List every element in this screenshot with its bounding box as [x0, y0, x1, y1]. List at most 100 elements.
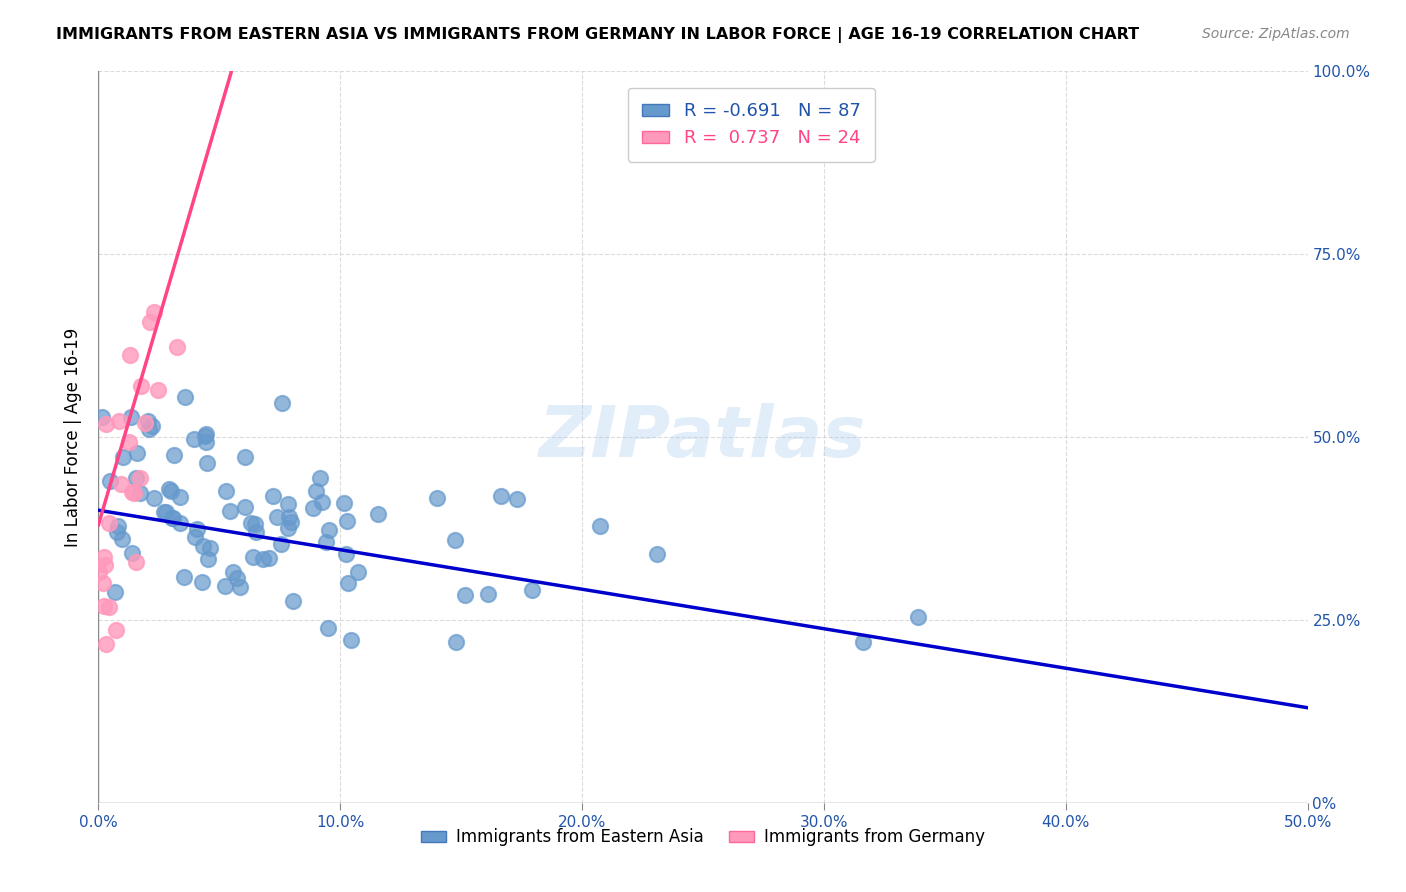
Point [305, 483, 328, 498]
Point [127, 446, 149, 460]
Point [222, 565, 245, 579]
Point [197, 456, 219, 470]
Point [315, 535, 337, 549]
Point [152, 506, 174, 520]
Point [87, 565, 110, 579]
Point [186, 522, 208, 536]
Point [91, 576, 114, 591]
Point [277, 497, 299, 511]
Point [142, 305, 165, 319]
Point [143, 491, 166, 505]
Point [191, 540, 214, 554]
Point [169, 516, 191, 530]
Point [520, 582, 543, 597]
Point [134, 417, 156, 431]
Point [128, 471, 150, 485]
Point [125, 471, 148, 485]
Point [308, 470, 330, 484]
Point [257, 550, 280, 565]
Point [97, 516, 120, 531]
Point [118, 434, 141, 449]
Point [242, 549, 264, 564]
Point [333, 496, 356, 510]
Point [194, 426, 217, 441]
Point [129, 379, 152, 393]
Point [136, 414, 159, 428]
Point [110, 476, 132, 491]
Point [129, 486, 152, 500]
Point [426, 491, 449, 505]
Point [225, 571, 247, 585]
Point [125, 555, 148, 569]
Point [183, 530, 205, 544]
Point [122, 485, 145, 500]
Text: IMMIGRANTS FROM EASTERN ASIA VS IMMIGRANTS FROM GERMANY IN LABOR FORCE | AGE 16-: IMMIGRANTS FROM EASTERN ASIA VS IMMIGRAN… [56, 27, 1139, 43]
Point [183, 432, 205, 446]
Point [454, 588, 477, 602]
Legend: Immigrants from Eastern Asia, Immigrants from Germany: Immigrants from Eastern Asia, Immigrants… [415, 822, 991, 853]
Point [645, 548, 668, 562]
Point [318, 524, 340, 538]
Point [229, 581, 252, 595]
Point [271, 396, 294, 410]
Point [214, 579, 236, 593]
Point [444, 533, 467, 547]
Y-axis label: In Labor Force | Age 16-19: In Labor Force | Age 16-19 [65, 327, 83, 547]
Point [139, 315, 162, 329]
Point [155, 505, 177, 519]
Point [340, 632, 363, 647]
Point [173, 569, 195, 583]
Point [105, 525, 128, 540]
Point [169, 491, 191, 505]
Point [852, 635, 875, 649]
Point [174, 391, 197, 405]
Point [219, 504, 242, 518]
Point [93, 549, 115, 564]
Text: ZIPatlas: ZIPatlas [540, 402, 866, 472]
Point [112, 450, 135, 464]
Point [138, 422, 160, 436]
Point [197, 551, 219, 566]
Text: Source: ZipAtlas.com: Source: ZipAtlas.com [1202, 27, 1350, 41]
Point [215, 484, 238, 499]
Point [318, 621, 340, 635]
Point [301, 501, 323, 516]
Point [94, 417, 117, 431]
Point [111, 532, 134, 546]
Point [346, 565, 368, 579]
Point [163, 448, 186, 462]
Point [157, 482, 180, 496]
Point [108, 414, 131, 428]
Point [93, 599, 115, 613]
Point [239, 516, 262, 530]
Point [121, 546, 143, 560]
Point [148, 383, 170, 397]
Point [233, 450, 256, 464]
Point [107, 519, 129, 533]
Point [280, 515, 302, 529]
Point [98, 475, 121, 489]
Point [252, 552, 274, 566]
Point [444, 635, 467, 649]
Point [262, 489, 284, 503]
Point [105, 624, 128, 638]
Point [191, 574, 214, 589]
Point [281, 594, 304, 608]
Point [278, 509, 301, 524]
Point [335, 548, 357, 562]
Point [120, 409, 142, 424]
Point [94, 637, 117, 651]
Point [477, 587, 499, 601]
Point [194, 429, 217, 443]
Point [233, 500, 256, 514]
Point [90, 410, 112, 425]
Point [94, 558, 117, 572]
Point [491, 489, 513, 503]
Point [198, 541, 221, 555]
Point [366, 508, 388, 522]
Point [194, 434, 217, 449]
Point [118, 348, 141, 362]
Point [162, 510, 184, 524]
Point [141, 418, 163, 433]
Point [589, 519, 612, 533]
